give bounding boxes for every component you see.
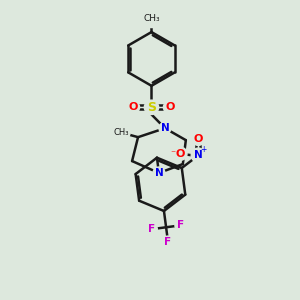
Text: O: O [165, 102, 175, 112]
Text: ⁻: ⁻ [170, 149, 175, 159]
Circle shape [164, 101, 177, 114]
Text: CH₃: CH₃ [143, 14, 160, 23]
Text: F: F [164, 237, 172, 247]
Text: O: O [128, 102, 138, 112]
Circle shape [142, 10, 160, 28]
Circle shape [191, 148, 206, 162]
Text: O: O [194, 134, 203, 144]
Circle shape [159, 122, 171, 134]
Circle shape [113, 124, 130, 141]
Circle shape [174, 147, 187, 160]
Circle shape [145, 223, 157, 235]
Circle shape [175, 219, 187, 231]
Text: S: S [147, 101, 156, 114]
Circle shape [126, 101, 140, 114]
Circle shape [153, 167, 165, 179]
Text: CH₃: CH₃ [114, 128, 129, 137]
Text: +: + [200, 146, 207, 154]
Text: N: N [194, 150, 203, 160]
Text: F: F [177, 220, 184, 230]
Text: N: N [160, 123, 169, 133]
Text: O: O [176, 149, 185, 159]
Circle shape [192, 132, 205, 146]
Circle shape [162, 236, 174, 248]
Text: F: F [148, 224, 155, 234]
Circle shape [144, 100, 159, 115]
Text: N: N [154, 168, 163, 178]
